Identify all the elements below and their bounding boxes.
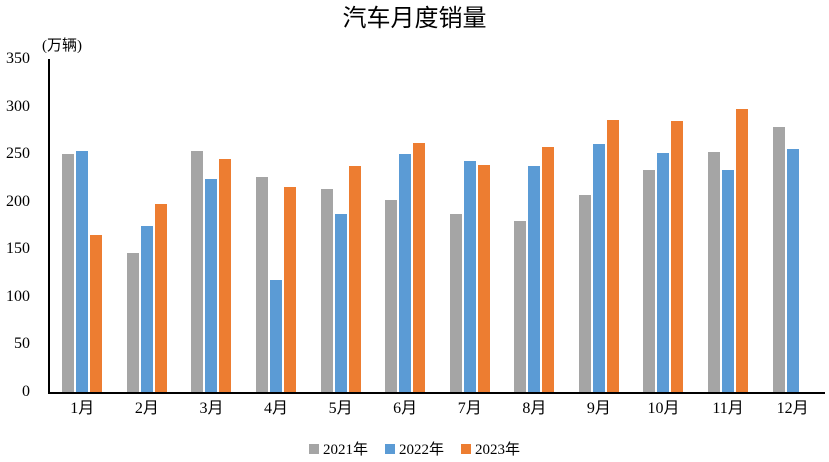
- bar-2023年: [284, 186, 297, 392]
- bar-2023年: [90, 235, 103, 392]
- bar-2022年: [592, 143, 605, 392]
- bar-2021年: [578, 195, 591, 392]
- bar-2021年: [449, 214, 462, 392]
- bar-group: [760, 59, 825, 392]
- x-axis-label: 6月: [393, 400, 418, 417]
- bar-2021年: [256, 176, 269, 392]
- bar-2023年: [736, 109, 749, 392]
- bar-group: [244, 59, 309, 392]
- x-axis-label: 8月: [522, 400, 547, 417]
- bar-2021年: [126, 253, 139, 392]
- bar-2021年: [772, 126, 785, 392]
- chart-title: 汽车月度销量: [342, 6, 487, 32]
- bar-group: [50, 59, 115, 392]
- plot-area: [48, 59, 825, 394]
- bar-2023年: [477, 164, 490, 392]
- bar-group: [308, 59, 373, 392]
- x-axis-label: 7月: [457, 400, 482, 417]
- legend-swatch-icon: [461, 443, 471, 454]
- legend-item: 2022年: [384, 438, 444, 459]
- x-axis-label: 11月: [712, 400, 744, 417]
- bar-2022年: [76, 151, 89, 392]
- bar-2021年: [320, 189, 333, 392]
- legend-label: 2021年: [322, 442, 368, 458]
- x-axis-label: 4月: [264, 400, 289, 417]
- bar-2022年: [334, 214, 347, 392]
- bar-2023年: [348, 165, 361, 392]
- bar-2021年: [514, 220, 527, 392]
- bar-group: [631, 59, 696, 392]
- legend-item: 2023年: [461, 438, 520, 459]
- bar-2022年: [270, 279, 283, 392]
- legend-label: 2022年: [398, 442, 444, 458]
- bar-2022年: [205, 178, 218, 392]
- legend-label: 2023年: [475, 442, 521, 458]
- legend-swatch-icon: [308, 443, 319, 454]
- bar-2023年: [542, 146, 555, 392]
- legend-item: 2021年: [308, 438, 368, 459]
- bar-2022年: [399, 154, 412, 392]
- x-axis-label: 2月: [134, 400, 159, 417]
- x-axis-label: 10月: [647, 400, 680, 417]
- y-tick-label: 300: [6, 97, 30, 115]
- x-axis-label: 3月: [199, 400, 224, 417]
- bar-2023年: [154, 203, 167, 392]
- y-tick-label: 0: [22, 383, 30, 400]
- bar-2022年: [722, 170, 735, 392]
- bar-2023年: [671, 120, 684, 392]
- bar-group: [502, 59, 567, 392]
- bar-2021年: [385, 199, 398, 392]
- y-tick-label: 50: [14, 335, 30, 353]
- legend-swatch-icon: [384, 443, 395, 454]
- bar-2022年: [786, 149, 799, 392]
- y-axis-unit-label: (万辆): [42, 38, 82, 54]
- bar-2021年: [643, 170, 656, 392]
- y-tick-label: 100: [6, 287, 30, 305]
- x-axis-label: 12月: [776, 400, 809, 417]
- bar-2022年: [140, 226, 153, 392]
- legend: 2021年 2022年 2023年: [0, 438, 829, 459]
- bar-group: [567, 59, 632, 392]
- x-axis-label: 5月: [328, 400, 353, 417]
- bar-group: [373, 59, 438, 392]
- y-tick-label: 350: [6, 50, 30, 67]
- bar-2022年: [657, 153, 670, 392]
- bar-2021年: [62, 154, 75, 392]
- bar-group: [115, 59, 180, 392]
- bar-group: [696, 59, 761, 392]
- y-tick-label: 250: [6, 145, 30, 163]
- bar-2023年: [219, 158, 232, 392]
- bar-group: [437, 59, 502, 392]
- bar-2022年: [463, 160, 476, 392]
- bar-2023年: [606, 119, 619, 392]
- y-tick-label: 150: [6, 240, 30, 258]
- bar-2021年: [191, 151, 204, 392]
- x-axis-label: 9月: [586, 400, 611, 417]
- bar-2023年: [413, 142, 426, 392]
- x-axis-label: 1月: [70, 400, 95, 417]
- bar-2021年: [708, 152, 721, 392]
- bar-group: [179, 59, 244, 392]
- bar-2022年: [528, 165, 541, 392]
- y-tick-label: 200: [6, 192, 30, 210]
- x-axis-labels: 1月 2月 3月 4月 5月 6月 7月 8月 9月 10月 11月 12月: [50, 399, 825, 418]
